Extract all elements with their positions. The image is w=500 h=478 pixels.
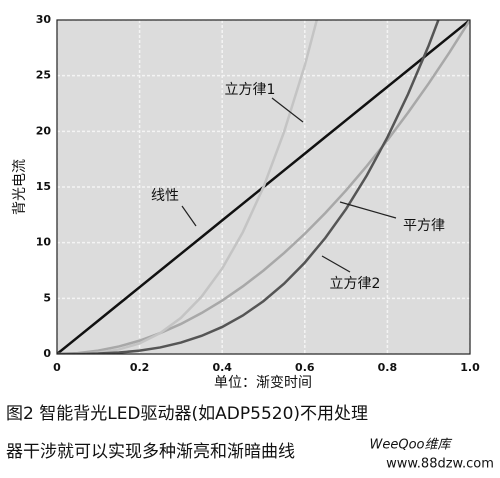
- x-tick-label: 0.4: [212, 361, 232, 374]
- y-tick-label: 5: [43, 291, 51, 304]
- y-axis-label: 背光电流: [12, 159, 28, 215]
- x-tick-label: 0.6: [295, 361, 315, 374]
- series-label: 立方律2: [330, 276, 381, 292]
- series-label: 线性: [151, 188, 179, 204]
- caption-line: 图2 智能背光LED驱动器(如ADP5520)不用处理: [6, 404, 368, 424]
- caption-line: 器干涉就可以实现多种渐亮和渐暗曲线: [6, 442, 295, 462]
- y-tick-label: 30: [36, 13, 52, 26]
- x-tick-label: 0.2: [130, 361, 150, 374]
- plot-frame: [56, 19, 471, 355]
- annotation-pointer: [271, 97, 304, 123]
- y-tick-label: 20: [36, 124, 52, 137]
- series-line: [57, 20, 470, 354]
- y-tick-label: 15: [36, 180, 51, 193]
- y-tick-label: 25: [36, 69, 51, 82]
- x-axis-label: 单位：渐变时间: [214, 375, 312, 391]
- series-line: [57, 20, 440, 354]
- series-label: 平方律: [403, 218, 445, 234]
- y-tick-label: 0: [43, 347, 51, 360]
- annotation-pointer: [181, 205, 197, 227]
- y-tick-label: 10: [36, 236, 52, 249]
- series-label: 立方律1: [225, 82, 276, 98]
- annotation-pointer: [321, 255, 351, 273]
- watermark: WeeQoo维库: [370, 438, 453, 453]
- x-tick-label: 1.0: [460, 361, 480, 374]
- x-tick-label: 0.8: [378, 361, 398, 374]
- series-line: [57, 20, 319, 354]
- watermark: www.88dzw.com: [386, 457, 494, 472]
- x-tick-label: 0: [53, 361, 61, 374]
- annotation-pointer: [339, 201, 397, 219]
